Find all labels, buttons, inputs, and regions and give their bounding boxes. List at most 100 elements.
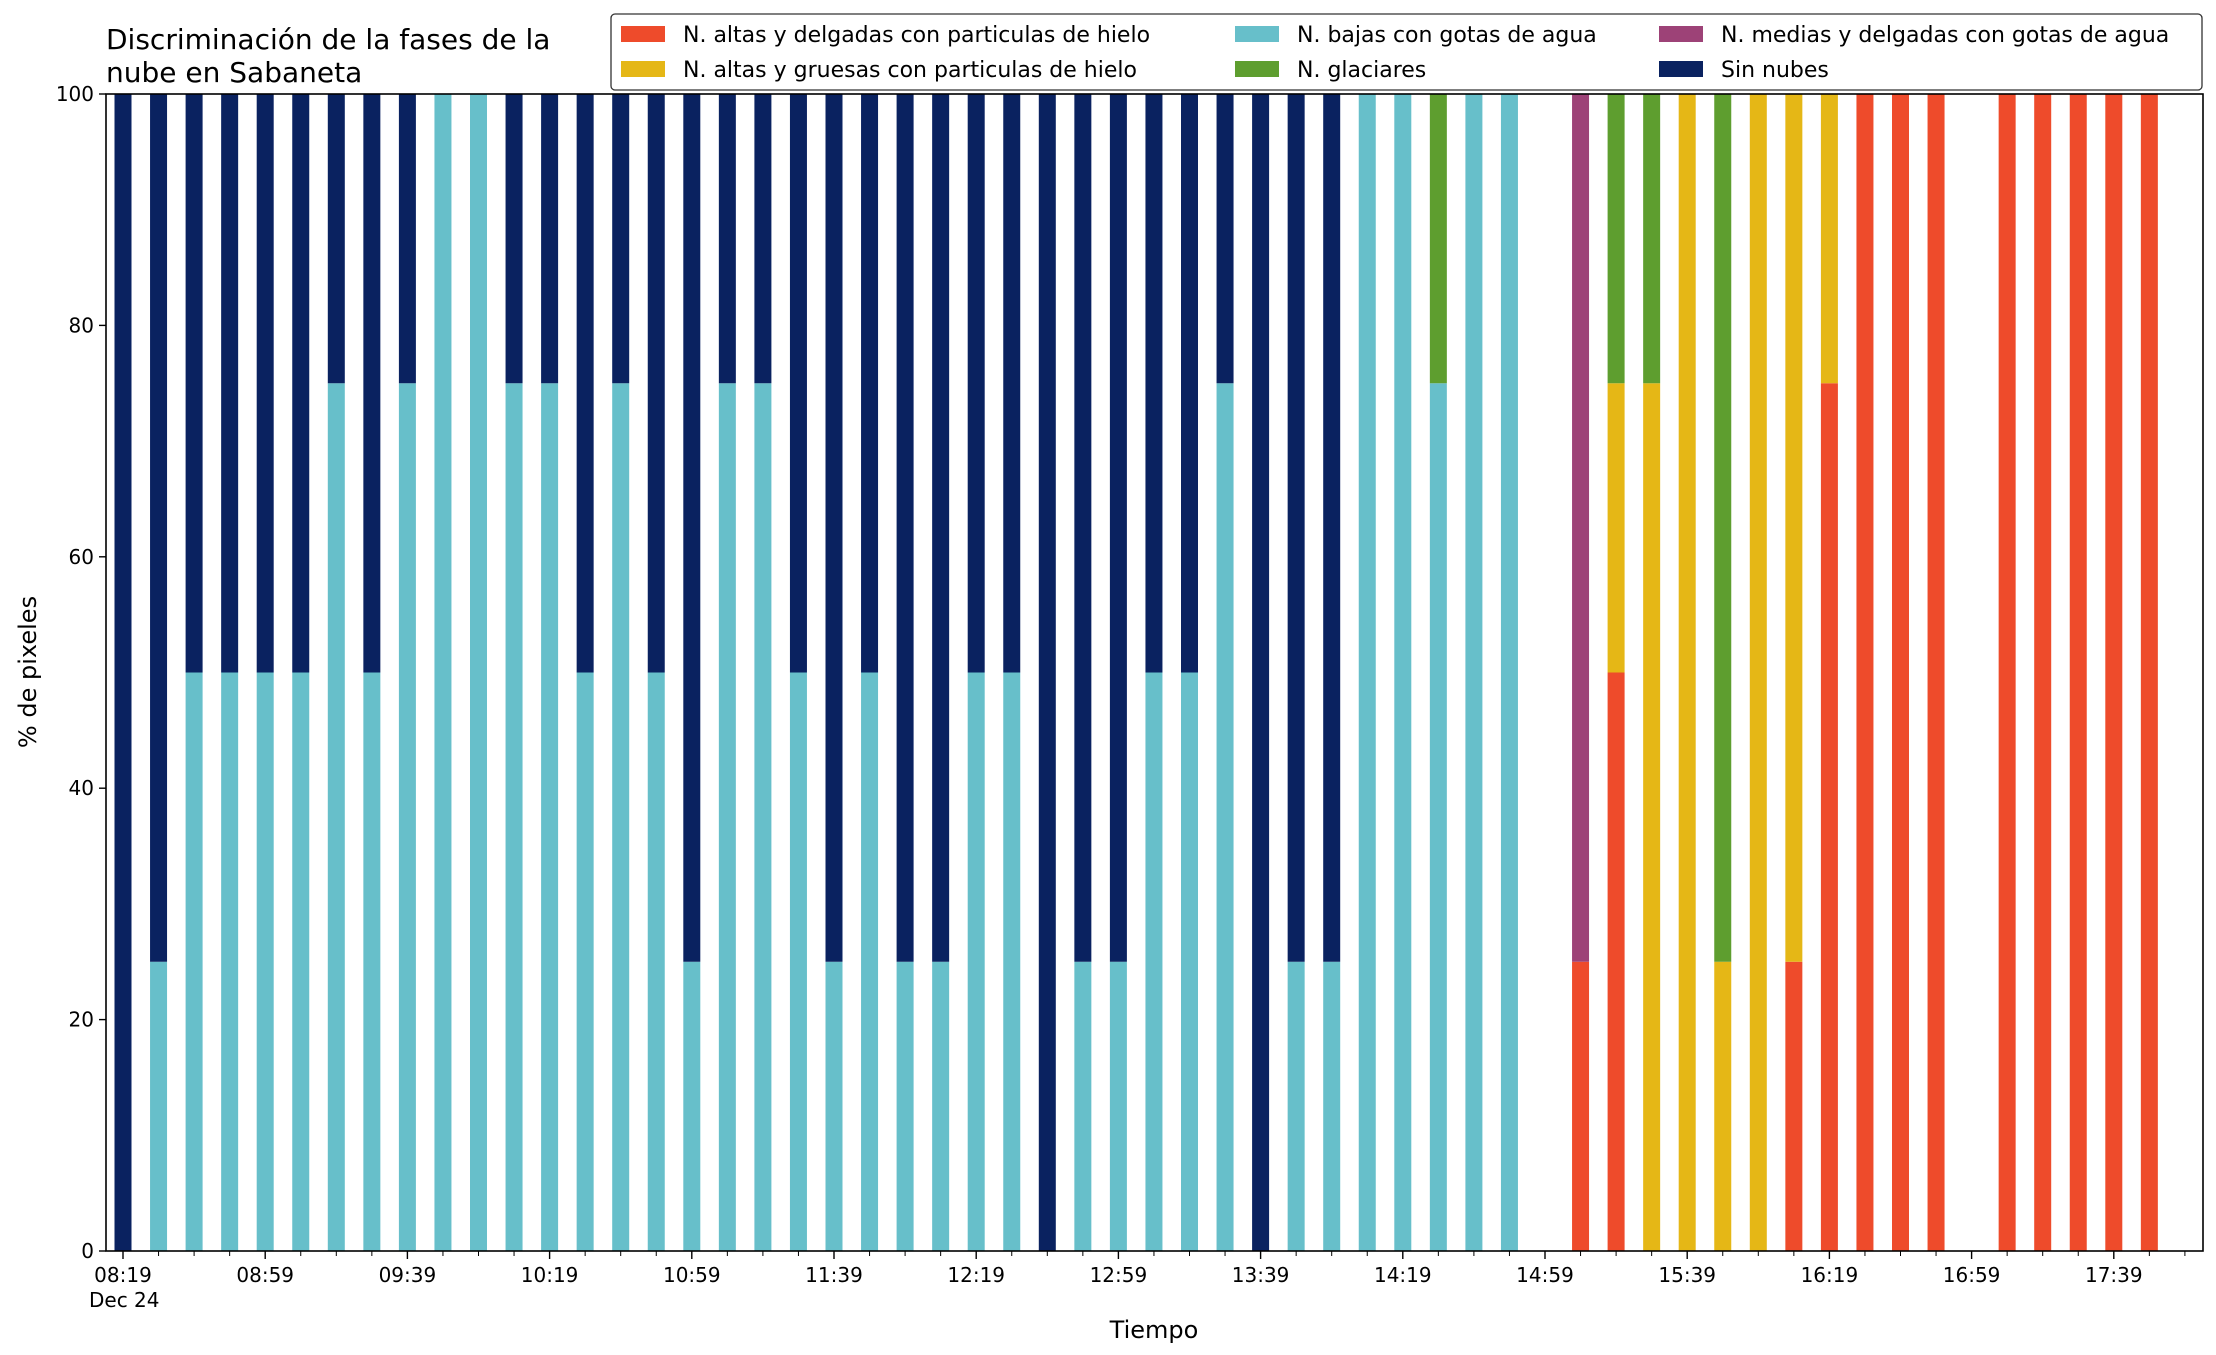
y-tick-label: 0 [81,1239,94,1263]
bar-segment-1429-series-2 [1429,383,1447,1251]
bar-segment-1719-series-0 [2034,94,2052,1251]
x-tick-label: 17:39 [2085,1263,2143,1287]
bar-segment-1619-series-0 [1820,383,1838,1251]
bar-segment-1339-series-5 [1252,94,1270,1251]
legend-label: N. altas y delgadas con particulas de hi… [683,23,1150,48]
bar-segment-0939-series-2 [398,383,416,1251]
x-tick-label: 08:19 [94,1263,152,1287]
bar-segment-1519-series-1 [1607,383,1625,673]
bar-segment-1749-series-0 [2140,94,2158,1251]
x-axis-label: Tiempo [1109,1316,1199,1344]
bar-segment-1029-series-5 [576,94,594,673]
bar-segment-1549-series-1 [1714,961,1732,1251]
bar-segment-1359-series-2 [1323,961,1341,1251]
bar-segment-1539-series-1 [1678,94,1696,1251]
x-tick-sublabel: Dec 24 [89,1288,160,1312]
bar-segment-0849-series-2 [221,672,239,1251]
bar-segment-0939-series-5 [398,94,416,384]
bar-segment-0909-series-5 [292,94,310,673]
bar-segment-1019-series-2 [541,383,559,1251]
legend-swatch [1659,61,1703,77]
legend-label: N. medias y delgadas con gotas de agua [1721,23,2169,48]
bar-segment-1609-series-0 [1785,961,1803,1251]
bar-segment-1159-series-5 [896,94,914,962]
bar-segment-1709-series-0 [1998,94,2016,1251]
bar-segment-1519-series-3 [1607,94,1625,384]
bar-segment-1129-series-2 [789,672,807,1251]
x-tick-label: 09:39 [379,1263,437,1287]
bar-segment-1649-series-0 [1927,94,1945,1251]
bar-segment-1729-series-0 [2069,94,2087,1251]
bar-segment-1319-series-2 [1181,672,1198,1251]
bar-segment-0859-series-5 [256,94,274,673]
bar-segment-1629-series-0 [1856,94,1874,1251]
legend-label: Sin nubes [1721,58,1829,83]
bar-segment-1029-series-2 [576,672,594,1251]
plot-area-frame [105,93,2204,1252]
legend-swatch [1659,26,1703,42]
bar-segment-1109-series-5 [718,94,736,384]
legend: N. altas y delgadas con particulas de hi… [610,13,2203,91]
bar-segment-0819-series-5 [114,94,132,1251]
bar-segment-0919-series-5 [327,94,345,384]
y-axis: 0 20 40 60 80 100 [56,82,106,1263]
x-tick-label: 12:19 [947,1263,1005,1287]
legend-swatch [1235,26,1279,42]
bar-segment-0909-series-2 [292,672,310,1251]
bar-segment-1219-series-2 [967,672,985,1251]
bar-segment-1619-series-1 [1820,94,1838,384]
y-tick-label: 80 [69,313,94,337]
bar-segment-1039-series-5 [612,94,630,384]
bar-segment-1439-series-2 [1465,94,1483,1251]
legend-label: N. bajas con gotas de agua [1297,23,1597,48]
x-tick-label: 08:59 [236,1263,294,1287]
bar-segment-0949-series-2 [434,94,452,1251]
chart-title: Discriminación de la fases de la nube en… [106,23,559,89]
bar-segment-1259-series-5 [1109,94,1127,962]
y-tick-label: 60 [69,545,94,569]
bar-segment-1509-series-0 [1572,961,1590,1251]
bar-segment-1229-series-5 [1003,94,1021,673]
bar-segment-0829-series-5 [150,94,168,962]
x-tick-label: 12:59 [1090,1263,1148,1287]
bar-segment-1329-series-5 [1216,94,1234,384]
bar-segment-1119-series-2 [754,383,772,1251]
bar-segment-1109-series-2 [718,383,736,1251]
legend-swatch [1235,61,1279,77]
bar-segment-1259-series-2 [1109,961,1127,1251]
bar-segment-1149-series-2 [861,672,879,1251]
bar-segment-1359-series-5 [1323,94,1341,962]
bar-segment-1249-series-5 [1074,94,1092,962]
x-tick-label: 10:59 [663,1263,721,1287]
bar-segment-1349-series-5 [1287,94,1305,962]
bar-segment-1149-series-5 [861,94,879,673]
bar-segment-1009-series-2 [505,383,523,1251]
bar-segment-1019-series-5 [541,94,559,384]
bar-segment-1159-series-2 [896,961,914,1251]
x-tick-label: 14:59 [1516,1263,1574,1287]
bar-segment-1249-series-2 [1074,961,1092,1251]
bar-segment-1309-series-5 [1145,94,1163,673]
bar-segment-1409-series-2 [1358,94,1376,1251]
bar-segment-1739-series-0 [2105,94,2123,1251]
y-tick-label: 100 [56,82,94,106]
bar-segment-0859-series-2 [256,672,274,1251]
bar-segment-0829-series-2 [150,961,168,1251]
chart-title-line-2: nube en Sabaneta [106,56,362,89]
bar-segment-1229-series-2 [1003,672,1021,1251]
bar-segment-0919-series-2 [327,383,345,1251]
x-tick-label: 16:19 [1801,1263,1859,1287]
bar-segment-1519-series-0 [1607,672,1625,1251]
bar-segment-1559-series-1 [1749,94,1767,1251]
y-axis-label: % de pixeles [14,596,42,748]
bar-segment-1639-series-0 [1892,94,1909,1251]
x-tick-label: 16:59 [1943,1263,2001,1287]
legend-label: N. glaciares [1297,58,1426,83]
bar-segment-1059-series-5 [683,94,701,962]
x-tick-label: 13:39 [1232,1263,1290,1287]
bar-segment-1039-series-2 [612,383,630,1251]
bar-segment-1349-series-2 [1287,961,1305,1251]
chart-title-line-1: Discriminación de la fases de la [106,23,550,56]
bar-segment-1239-series-5 [1038,94,1056,1251]
